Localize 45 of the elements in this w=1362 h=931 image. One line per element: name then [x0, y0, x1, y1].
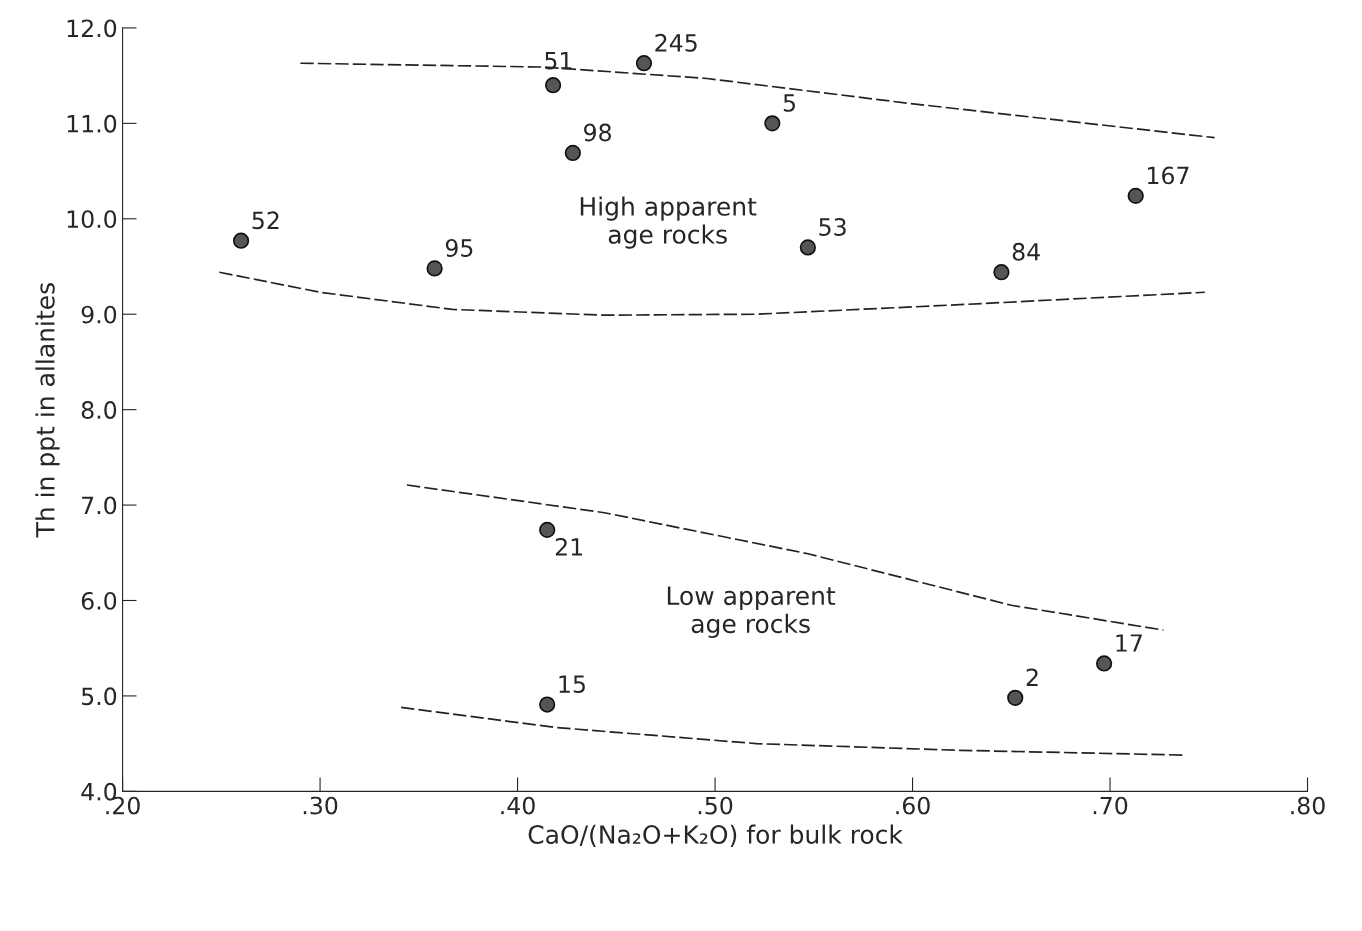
y-tick-label: 5.0	[81, 687, 117, 706]
line-series	[400, 706, 1184, 756]
point	[1007, 689, 1024, 706]
x-tick-label: .40	[501, 796, 535, 815]
y-tick-label: 12.0	[67, 19, 117, 38]
annotation: 84	[1012, 242, 1040, 261]
annotation: 17	[1116, 634, 1142, 652]
y-tick-label: 11.0	[67, 114, 117, 133]
point	[635, 55, 653, 72]
x-tick-label: .70	[1093, 796, 1128, 815]
y-axis-title: Th in ppt in allanites	[35, 283, 60, 538]
annotation: High apparent age rocks	[580, 196, 757, 249]
line-series	[218, 271, 1206, 317]
x-tick-label: .30	[303, 796, 338, 815]
y-tick-label: 6.0	[81, 591, 117, 610]
point	[1127, 187, 1144, 205]
annotation: 15	[559, 675, 585, 693]
annotation: 5	[783, 94, 795, 112]
annotation: 245	[655, 33, 697, 52]
point	[564, 144, 581, 162]
point	[426, 260, 443, 277]
point	[232, 232, 250, 249]
point	[544, 77, 562, 94]
annotation: 167	[1148, 166, 1189, 185]
x-tick-label: .50	[698, 796, 733, 815]
y-tick-label: 9.0	[81, 305, 117, 324]
point	[764, 115, 781, 132]
point	[799, 239, 816, 256]
annotation: 53	[819, 218, 846, 236]
x-tick-label: .60	[896, 796, 930, 815]
x-axis-title: CaO/(Na₂O+K₂O) for bulk rock	[528, 824, 903, 847]
y-tick-label: 10.0	[67, 210, 117, 229]
annotation: 52	[252, 211, 279, 230]
annotation: 21	[555, 538, 582, 556]
point	[1095, 655, 1113, 672]
point	[993, 264, 1010, 281]
y-tick-label: 8.0	[81, 401, 117, 419]
annotation: 98	[584, 123, 612, 142]
annotation: 2	[1026, 668, 1038, 686]
annotation: Low apparent age rocks	[667, 586, 836, 639]
y-tick-label: 7.0	[82, 496, 117, 515]
point	[539, 521, 556, 538]
point	[539, 696, 556, 713]
x-tick-label: .80	[1291, 796, 1325, 815]
annotation: 95	[445, 239, 473, 257]
